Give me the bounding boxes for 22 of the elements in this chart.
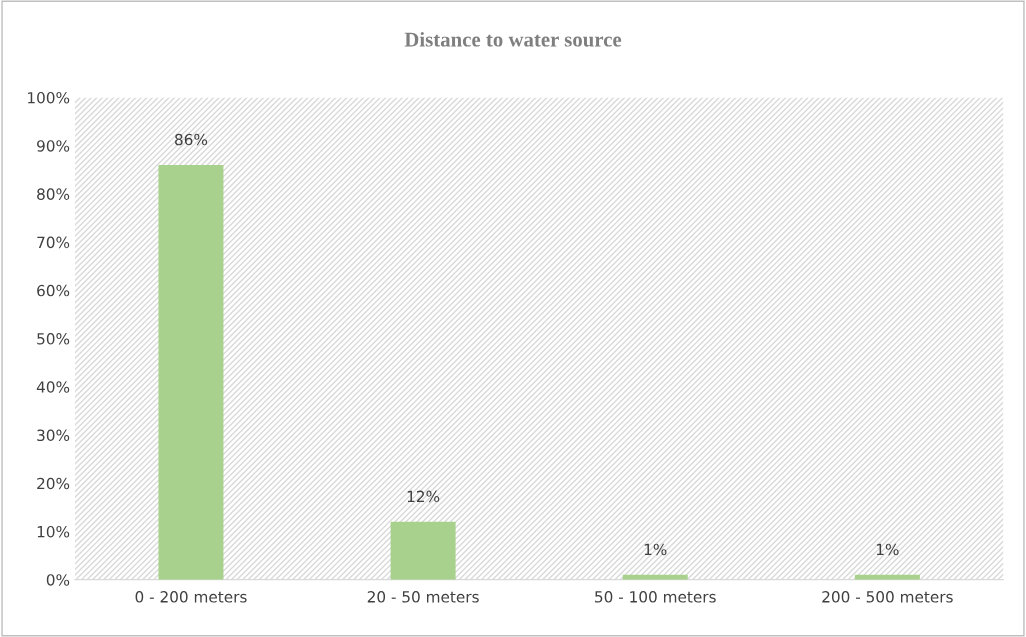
y-tick-label: 10% xyxy=(37,525,70,538)
y-tick-label: 50% xyxy=(37,333,70,345)
chart-title: Distance to water source xyxy=(404,31,622,47)
y-tick-label: 40% xyxy=(36,381,70,393)
y-tick-label: 70% xyxy=(37,236,70,249)
y-tick-label: 60% xyxy=(37,284,70,297)
bar xyxy=(158,164,224,580)
x-tick-label: 0 - 200 meters xyxy=(135,591,247,603)
y-tick-label: 0% xyxy=(46,574,70,586)
bar xyxy=(390,521,456,580)
x-tick-label: 50 - 100 meters xyxy=(595,591,716,603)
y-tick-label: 80% xyxy=(37,188,70,200)
y-tick-label: 30% xyxy=(37,429,70,442)
y-tick-label: 90% xyxy=(37,140,70,152)
x-tick-label: 200 - 500 meters xyxy=(822,591,953,603)
data-label: 1% xyxy=(876,543,899,556)
x-tick-label: 20 - 50 meters xyxy=(367,591,479,603)
y-tick-label: 20% xyxy=(37,477,70,490)
y-tick-label: 100% xyxy=(28,91,70,104)
data-label: 86% xyxy=(175,133,208,146)
data-label: 12% xyxy=(407,490,440,503)
data-label: 1% xyxy=(644,543,667,556)
